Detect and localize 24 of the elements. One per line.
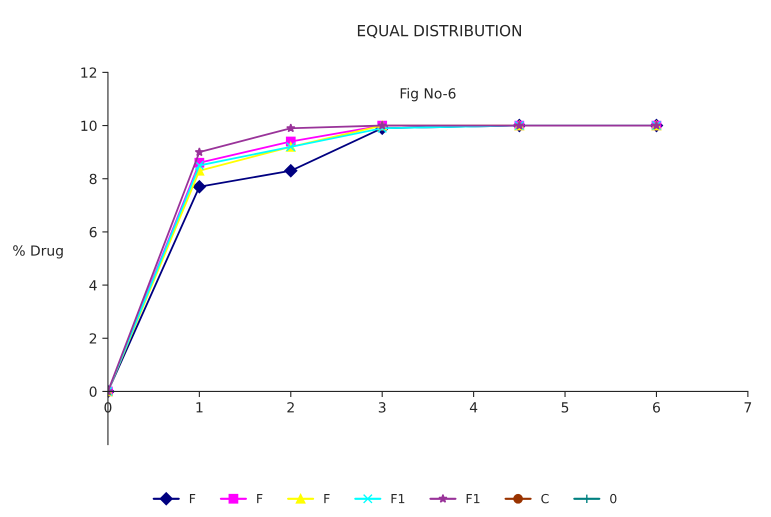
text: Fig No-6 bbox=[400, 88, 456, 102]
legend-label: F1 bbox=[392, 494, 404, 504]
x-tick-label: 6 bbox=[653, 402, 660, 413]
legend-label: F bbox=[190, 494, 196, 504]
y-tick-label: 4 bbox=[89, 280, 97, 290]
legend-label: C bbox=[541, 494, 549, 504]
x-tick-label: 5 bbox=[562, 402, 568, 413]
y-tick-label: 6 bbox=[90, 226, 97, 238]
x-tick-label: 7 bbox=[744, 402, 752, 412]
y-tick-label: 2 bbox=[90, 333, 96, 344]
y-tick-label: 0 bbox=[90, 386, 97, 397]
y-tick-label: 10 bbox=[81, 120, 97, 132]
x-tick-label: 2 bbox=[287, 402, 294, 412]
legend-label: F bbox=[257, 494, 262, 504]
legend-label: 0 bbox=[610, 494, 616, 504]
y-tick-label: 8 bbox=[90, 174, 97, 184]
y-axis-title: % Drug bbox=[13, 245, 63, 258]
chart-title: EQUAL DISTRIBUTION bbox=[358, 24, 521, 38]
y-tick-label: 12 bbox=[81, 67, 96, 78]
x-tick-label: 4 bbox=[470, 402, 478, 412]
x-tick-label: 3 bbox=[378, 402, 386, 413]
x-tick-label: 1 bbox=[196, 402, 202, 412]
legend-label: F1 bbox=[466, 494, 480, 504]
legend-label: F bbox=[324, 494, 330, 504]
